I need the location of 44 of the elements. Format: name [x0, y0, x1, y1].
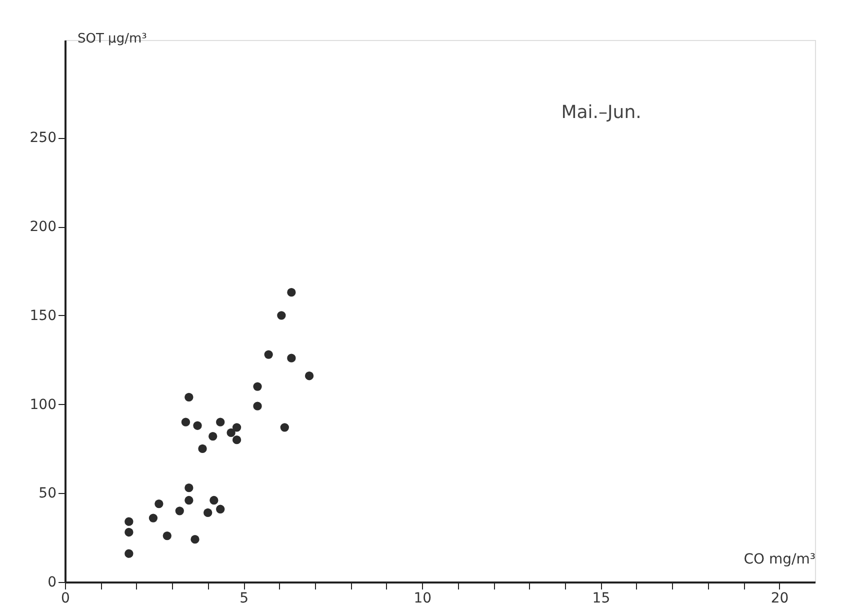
point [175, 506, 184, 516]
point [154, 499, 164, 508]
x-tick-label: 20 [770, 590, 789, 606]
annotation: Mai.–Jun. [561, 102, 642, 123]
x-tick-label: 10 [414, 590, 432, 606]
point [232, 423, 242, 432]
point [124, 549, 134, 558]
point [124, 517, 134, 526]
y-tick-label: 200 [30, 219, 56, 236]
point [287, 288, 296, 297]
point [280, 423, 289, 432]
point [181, 418, 190, 426]
x-axis-title: CO mg/m³ [744, 552, 816, 568]
point [210, 496, 218, 505]
y-tick-label: 150 [30, 308, 56, 324]
y-tick-label: 50 [38, 486, 56, 502]
point [184, 496, 194, 505]
x-tick-label: 0 [61, 590, 70, 606]
point [232, 436, 242, 444]
point [253, 402, 262, 410]
point [184, 483, 194, 492]
point [264, 350, 273, 359]
point [190, 535, 200, 544]
point [304, 372, 314, 380]
y-tick-label: 0 [48, 574, 56, 590]
y-axis-title: SOT µg/m³ [78, 32, 147, 46]
point [193, 421, 202, 430]
x-tick-label: 5 [240, 590, 249, 606]
point [208, 432, 218, 441]
point [287, 354, 296, 362]
point [198, 444, 207, 454]
point [277, 311, 286, 320]
point [226, 428, 236, 438]
y-tick-label: 100 [30, 396, 56, 413]
point [216, 504, 225, 514]
point [148, 514, 158, 522]
y-tick-label: 250 [30, 130, 56, 146]
point [162, 531, 172, 540]
point [184, 392, 194, 402]
x-tick-label: 15 [592, 590, 610, 606]
point [253, 382, 262, 391]
point [204, 508, 212, 518]
point [124, 528, 134, 537]
point [216, 418, 225, 426]
